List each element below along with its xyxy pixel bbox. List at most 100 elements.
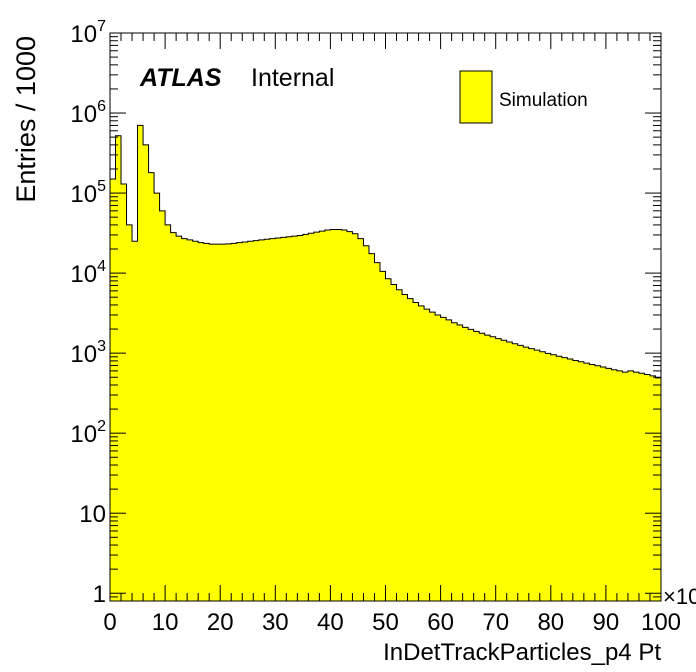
histogram-bar <box>302 234 309 602</box>
histogram-bar <box>545 353 551 601</box>
histogram-bar <box>506 341 513 601</box>
histogram-bar <box>385 278 392 601</box>
y-tick-exponent: 7 <box>97 18 106 35</box>
histogram-bar <box>253 240 259 601</box>
histogram-bar <box>627 370 634 601</box>
histogram-bar <box>495 338 502 601</box>
x-tick-label: 10 <box>152 609 179 636</box>
histogram-bar <box>567 358 573 601</box>
histogram-bar <box>594 365 601 601</box>
x-tick-label: 30 <box>262 609 289 636</box>
histogram-bar <box>231 243 237 602</box>
histogram-bar <box>313 232 320 602</box>
y-tick-label: 105 <box>70 178 106 208</box>
histogram-bar <box>247 241 254 601</box>
histogram-bar <box>561 357 568 601</box>
histogram-bar <box>556 356 562 601</box>
histogram-bar <box>490 336 496 601</box>
histogram-bar <box>308 233 314 601</box>
plot-frame <box>109 32 662 602</box>
histogram-bar <box>633 372 639 601</box>
histogram-bar <box>143 144 149 601</box>
histogram-bar <box>176 236 182 601</box>
histogram-bar <box>258 239 265 602</box>
histogram-bar <box>324 230 331 601</box>
histogram-bar <box>622 372 628 601</box>
y-tick-label: 107 <box>70 18 106 48</box>
histogram-bar <box>187 239 193 602</box>
histogram-bar <box>402 294 408 601</box>
histogram-bar <box>192 241 199 601</box>
histogram-bar <box>407 298 414 601</box>
y-tick-label: 10 <box>79 501 106 528</box>
histogram-bar <box>528 348 535 601</box>
histogram-bar <box>468 329 474 601</box>
histogram-bar <box>440 317 447 601</box>
y-tick-label: 103 <box>70 338 106 368</box>
histogram-bar <box>589 364 595 601</box>
x-axis-multiplier: ×10 <box>663 584 696 609</box>
histogram-bar <box>132 241 138 601</box>
histogram-bar <box>236 242 243 601</box>
y-tick-label: 1 <box>93 581 106 608</box>
x-tick-label: 20 <box>207 609 234 636</box>
histogram-bar <box>611 369 617 601</box>
histogram-bar <box>363 245 369 601</box>
histogram-bar <box>638 373 645 601</box>
axis-ticks <box>109 32 662 602</box>
x-tick-label: 80 <box>537 609 564 636</box>
histogram-bar <box>379 271 386 601</box>
histogram-outline <box>109 124 662 601</box>
histogram-bar <box>368 253 375 601</box>
histogram-bar <box>424 309 430 601</box>
histogram-bar <box>391 284 397 601</box>
y-tick-exponent: 5 <box>97 178 106 195</box>
histogram-bar <box>220 244 226 601</box>
histogram-bar <box>121 183 127 601</box>
histogram-bar <box>534 350 540 601</box>
histogram-bar <box>429 312 436 601</box>
histogram-bar <box>572 360 579 601</box>
histogram-bar <box>110 178 116 601</box>
x-tick-label: 40 <box>317 609 344 636</box>
histogram-bar <box>330 229 336 601</box>
histogram-bar <box>137 125 144 602</box>
histogram-bar <box>550 354 557 601</box>
x-tick-label: 100 <box>641 609 681 636</box>
y-tick-exponent: 3 <box>97 338 106 355</box>
histogram-bar <box>170 232 177 601</box>
histogram-bar <box>297 235 303 601</box>
x-tick-label: 90 <box>593 609 620 636</box>
histogram-bar <box>578 361 584 601</box>
x-axis-title: InDetTrackParticles_p4 Pt <box>383 639 661 666</box>
histogram-bar <box>280 237 287 601</box>
y-tick-exponent: 2 <box>97 418 106 435</box>
histogram-bar <box>517 345 524 601</box>
histogram-bar <box>418 305 425 601</box>
legend-label-simulation: Simulation <box>499 90 588 111</box>
histogram-bar <box>435 314 441 601</box>
x-tick-label: 60 <box>427 609 454 636</box>
histogram-bar <box>539 351 546 601</box>
histogram-bar <box>264 239 270 601</box>
histogram-bar <box>357 238 364 601</box>
histogram-bar <box>126 224 133 601</box>
histogram-bar <box>396 289 403 601</box>
histogram-bar <box>148 172 155 601</box>
histogram-bar <box>644 374 650 601</box>
histogram-bar <box>484 335 491 601</box>
histogram-bar <box>214 244 221 601</box>
y-tick-label: 104 <box>70 258 106 288</box>
histogram-bar <box>413 302 419 601</box>
histogram-bar <box>291 236 298 601</box>
histogram-bar <box>319 231 325 601</box>
y-tick-exponent: 6 <box>97 98 106 115</box>
legend-swatch <box>459 70 493 124</box>
histogram-bar <box>286 236 292 602</box>
histogram-bar <box>462 327 469 601</box>
histogram-bar <box>583 363 590 601</box>
histogram-bar <box>115 135 122 601</box>
histogram-bar <box>616 370 623 601</box>
histogram-bar <box>374 262 380 601</box>
